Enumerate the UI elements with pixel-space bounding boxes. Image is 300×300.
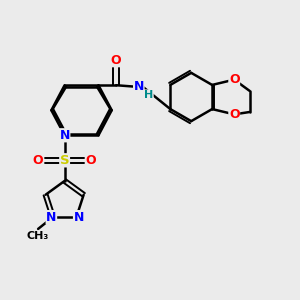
Text: S: S bbox=[60, 154, 69, 167]
Text: N: N bbox=[134, 80, 144, 93]
Text: CH₃: CH₃ bbox=[27, 231, 49, 241]
Text: O: O bbox=[111, 54, 122, 67]
Text: O: O bbox=[33, 154, 44, 167]
Text: H: H bbox=[144, 90, 153, 100]
Text: N: N bbox=[46, 211, 57, 224]
Text: N: N bbox=[59, 129, 70, 142]
Text: O: O bbox=[229, 108, 239, 121]
Text: O: O bbox=[86, 154, 96, 167]
Text: O: O bbox=[229, 73, 239, 86]
Text: N: N bbox=[74, 211, 84, 224]
